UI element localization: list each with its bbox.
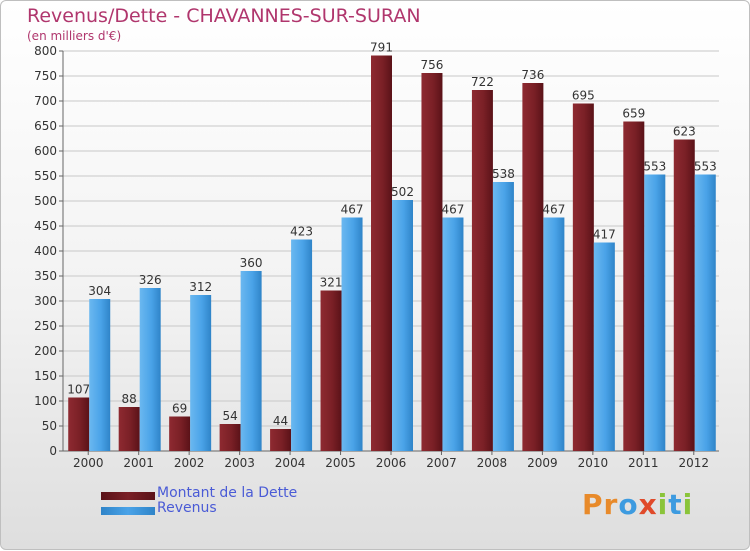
bar-dette-2005 (320, 290, 342, 451)
bar-revenus-2008 (492, 182, 514, 451)
legend-swatch-revenus (101, 507, 155, 515)
bar-revenus-2010 (593, 242, 615, 451)
logo-letter: x (638, 488, 658, 521)
legend-label-dette: Montant de la Dette (157, 485, 298, 501)
bar-revenus-2003 (240, 271, 262, 451)
bar-dette-2001 (118, 407, 140, 451)
logo-letter: r (603, 488, 619, 521)
data-label-dette-2000: 107 (67, 383, 90, 397)
bar-revenus-2009 (543, 217, 565, 451)
x-tick-label-2002: 2002 (174, 456, 205, 470)
bar-dette-2002 (169, 416, 191, 451)
bar-dette-2009 (522, 83, 544, 451)
x-tick-label-2011: 2011 (628, 456, 659, 470)
x-tick-label-2001: 2001 (123, 456, 154, 470)
bar-revenus-2004 (291, 239, 313, 451)
logo-letter: o (618, 488, 639, 521)
x-tick-label-2007: 2007 (426, 456, 457, 470)
x-tick-label-2006: 2006 (376, 456, 407, 470)
legend-swatch-dette (101, 492, 155, 500)
data-label-dette-2001: 88 (122, 392, 137, 406)
bar-dette-2000 (68, 397, 90, 451)
y-tick-label: 800 (34, 44, 57, 58)
data-label-revenus-2005: 467 (341, 203, 364, 217)
bar-dette-2012 (673, 139, 695, 451)
data-label-dette-2008: 722 (471, 75, 494, 89)
data-label-revenus-2002: 312 (189, 280, 212, 294)
bar-revenus-2001 (139, 288, 161, 451)
data-label-dette-2011: 659 (622, 107, 645, 121)
data-label-revenus-2006: 502 (391, 185, 414, 199)
x-tick-label-2010: 2010 (578, 456, 609, 470)
logo-letter: t (668, 488, 683, 521)
chart-subtitle: (en milliers d'€) (27, 29, 122, 43)
data-label-dette-2004: 44 (273, 414, 288, 428)
data-label-revenus-2003: 360 (240, 256, 263, 270)
data-label-dette-2009: 736 (521, 68, 544, 82)
y-tick-label: 700 (34, 94, 57, 108)
data-label-revenus-2007: 467 (442, 203, 465, 217)
logo-letter: i (657, 488, 669, 521)
data-label-revenus-2011: 553 (643, 160, 666, 174)
data-label-dette-2012: 623 (673, 125, 696, 139)
y-tick-label: 0 (49, 444, 57, 458)
bar-dette-2004 (270, 429, 292, 451)
data-label-revenus-2001: 326 (139, 273, 162, 287)
bar-revenus-2005 (341, 217, 363, 451)
y-tick-label: 200 (34, 344, 57, 358)
bar-revenus-2006 (392, 200, 413, 451)
chart-title: Revenus/Dette - CHAVANNES-SUR-SURAN (27, 5, 421, 27)
y-tick-label: 600 (34, 144, 57, 158)
y-tick-label: 450 (34, 219, 57, 233)
data-label-dette-2003: 54 (222, 409, 237, 423)
bar-dette-2011 (623, 121, 645, 451)
bar-dette-2003 (219, 424, 241, 451)
x-tick-label-2008: 2008 (477, 456, 508, 470)
data-label-revenus-2008: 538 (492, 167, 515, 181)
data-label-revenus-2012: 553 (694, 160, 717, 174)
x-tick-label-2009: 2009 (527, 456, 558, 470)
y-tick-label: 150 (34, 369, 57, 383)
bar-dette-2010 (572, 103, 594, 451)
data-label-revenus-2009: 467 (542, 203, 565, 217)
bar-revenus-2011 (644, 174, 666, 451)
data-label-dette-2007: 756 (421, 58, 444, 72)
y-tick-label: 350 (34, 269, 57, 283)
data-label-revenus-2000: 304 (88, 284, 111, 298)
bar-revenus-2007 (442, 217, 464, 451)
x-tick-label-2003: 2003 (224, 456, 255, 470)
bar-revenus-2012 (694, 174, 716, 451)
logo-letter: i (682, 488, 694, 521)
logo-letter: P (582, 488, 604, 521)
data-label-dette-2010: 695 (572, 89, 595, 103)
y-tick-label: 100 (34, 394, 57, 408)
bar-revenus-2000 (89, 299, 111, 451)
data-label-revenus-2004: 423 (290, 225, 313, 239)
y-tick-label: 500 (34, 194, 57, 208)
data-label-revenus-2010: 417 (593, 228, 616, 242)
y-tick-label: 650 (34, 119, 57, 133)
y-tick-label: 400 (34, 244, 57, 258)
proxiti-logo: Proxiti (582, 488, 693, 521)
bar-dette-2007 (421, 73, 443, 451)
legend-label-revenus: Revenus (157, 500, 217, 516)
y-tick-label: 550 (34, 169, 57, 183)
bar-revenus-2002 (190, 295, 212, 451)
x-tick-label-2005: 2005 (325, 456, 356, 470)
y-tick-label: 250 (34, 319, 57, 333)
x-tick-label-2000: 2000 (73, 456, 104, 470)
y-tick-label: 300 (34, 294, 57, 308)
y-tick-label: 50 (42, 419, 57, 433)
y-tick-label: 750 (34, 69, 57, 83)
x-tick-label-2004: 2004 (275, 456, 306, 470)
x-tick-label-2012: 2012 (678, 456, 709, 470)
bar-dette-2008 (471, 90, 493, 451)
data-label-dette-2006: 791 (370, 41, 393, 55)
data-label-dette-2005: 321 (320, 276, 343, 290)
data-label-dette-2002: 69 (172, 402, 187, 416)
bar-dette-2006 (371, 55, 392, 451)
